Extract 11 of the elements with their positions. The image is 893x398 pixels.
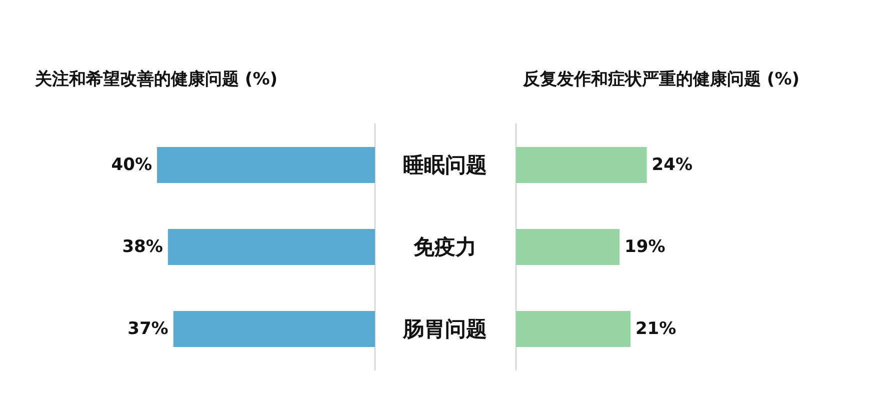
- data-label: 37%: [128, 319, 168, 339]
- y-tick-label: 肠胃问题: [402, 317, 487, 341]
- data-label: 19%: [624, 237, 666, 257]
- data-label: 38%: [122, 237, 163, 257]
- data-label: 24%: [652, 155, 693, 175]
- chart-title: 反复发作和症状严重的健康问题 (%): [522, 70, 800, 90]
- y-tick-label: 免疫力: [412, 235, 476, 259]
- data-label: 40%: [111, 155, 152, 175]
- y-tick-label: 睡眠问题: [403, 153, 487, 177]
- data-label: 21%: [635, 319, 676, 339]
- chart-title: 关注和希望改善的健康问题 (%): [34, 68, 278, 90]
